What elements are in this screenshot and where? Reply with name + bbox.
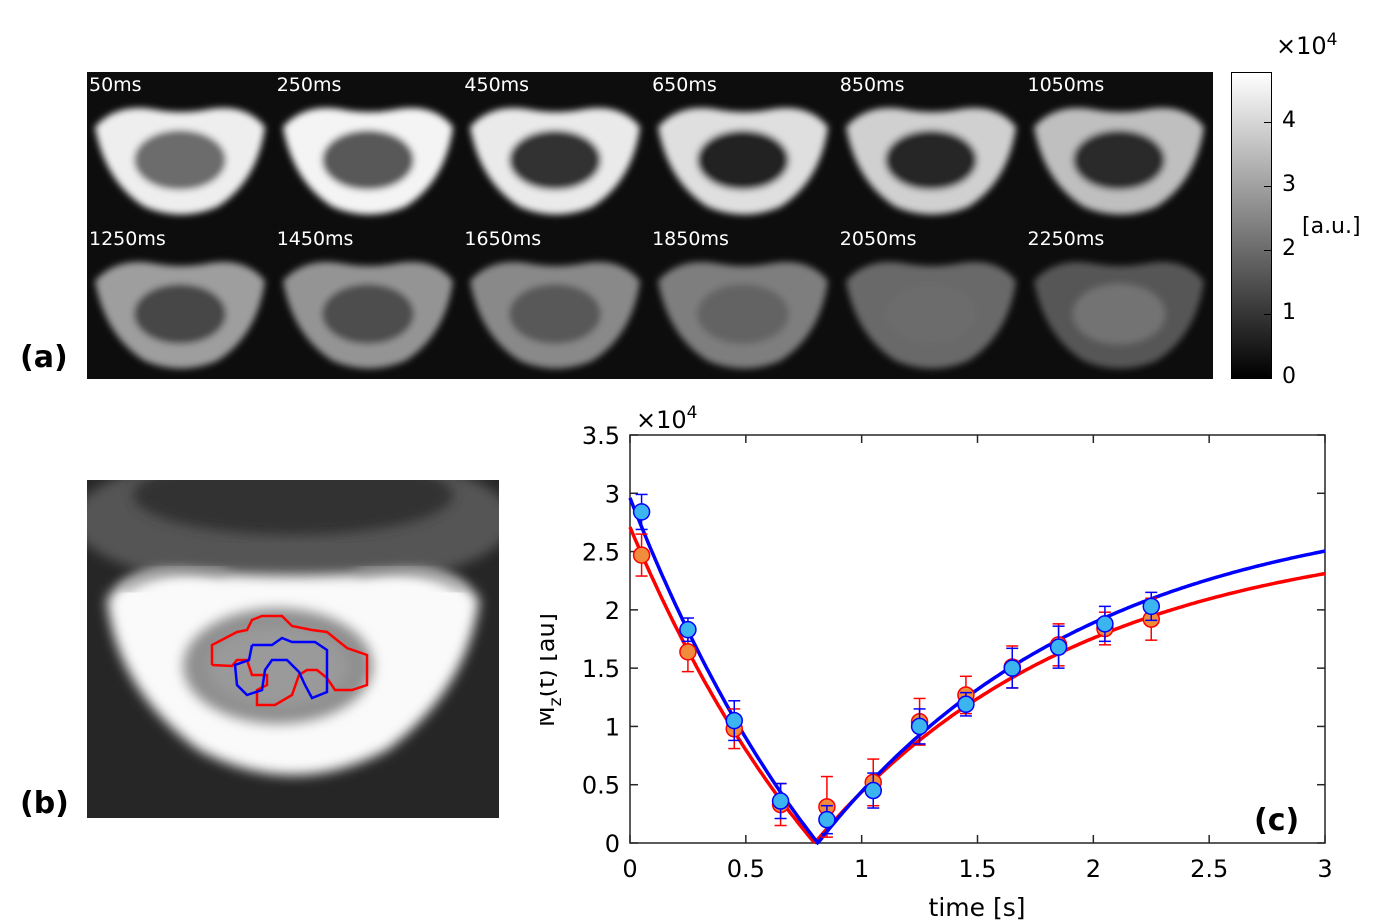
colorbar-tick — [1264, 314, 1272, 316]
data-point — [679, 620, 697, 639]
frame-time-label: 250ms — [276, 74, 342, 96]
relaxation-curve-chart: 0 0.5 1 1.5 2 2.5 3 0 0.5 1 1.5 2 2.5 3 3.5 (c) time [… — [540, 403, 1333, 922]
image-frame: 1250ms — [87, 225, 274, 379]
frame-time-label: 1650ms — [464, 227, 542, 250]
panel-label-b: (b) — [20, 786, 69, 821]
y-tick-label: 3.5 — [582, 422, 620, 450]
y-axis-label: Mz(t) [au] — [540, 613, 566, 727]
data-point — [1142, 597, 1160, 616]
plot-frame — [629, 434, 1326, 844]
colorbar-tick-label: 1 — [1282, 300, 1296, 326]
image-frame: 2250ms — [1025, 225, 1213, 379]
y-tick-label: 1 — [605, 713, 620, 741]
panel-label-a: (a) — [20, 340, 68, 375]
image-frame: 1650ms — [462, 225, 650, 379]
data-point — [725, 711, 743, 730]
frame-time-label: 2050ms — [839, 227, 917, 250]
frame-time-label: 450ms — [464, 74, 530, 96]
y-tick-label: 0.5 — [582, 772, 620, 800]
inversion-recovery-image-strip: 50ms 250ms 450ms 650ms 850ms 1050ms 1250ms 1450… — [87, 72, 1213, 379]
frame-time-label: 1850ms — [652, 227, 729, 250]
data-point — [632, 546, 651, 564]
data-point — [818, 810, 836, 829]
y-tick-label: 2.5 — [582, 539, 620, 567]
colorbar-tick — [1264, 250, 1272, 252]
x-tick-label: 1.5 — [958, 855, 996, 883]
frame-time-label: 1450ms — [276, 227, 354, 250]
colorbar-tick-label: 4 — [1282, 108, 1296, 134]
x-tick-label: 0.5 — [727, 855, 765, 883]
x-tick-label: 2 — [1086, 855, 1101, 883]
data-point — [957, 695, 975, 714]
y-exponent: ×104 — [636, 403, 697, 434]
image-frame: 1850ms — [650, 225, 838, 379]
chart-text: (c) time [s] ×104 Mz(t) [au] — [540, 403, 1299, 922]
data-point — [771, 792, 790, 810]
frame-time-label: 850ms — [839, 74, 905, 96]
image-frame: 1050ms — [1025, 72, 1213, 225]
data-point — [1003, 659, 1021, 677]
panel-label-c: (c) — [1254, 803, 1299, 838]
colorbar-tick — [1264, 378, 1272, 379]
colorbar-tick-label: 2 — [1282, 236, 1296, 262]
chart-fit-curves — [628, 497, 1326, 846]
image-frame: 250ms — [274, 72, 462, 225]
colorbar-tick — [1264, 122, 1272, 124]
colorbar-tick-label: 0 — [1282, 364, 1296, 389]
image-frame: 450ms — [462, 72, 650, 225]
image-frame: 2050ms — [837, 225, 1025, 379]
frame-time-label: 2250ms — [1027, 227, 1105, 250]
data-point — [1096, 615, 1114, 633]
data-point — [910, 717, 929, 736]
image-frame: 1450ms — [274, 225, 462, 379]
frame-time-label: 50ms — [89, 74, 142, 96]
data-point — [1049, 638, 1068, 656]
roi-image-graphic — [87, 480, 499, 818]
colorbar-tick — [1264, 186, 1272, 188]
colorbar — [1231, 72, 1272, 379]
colorbar-tick-label: 3 — [1282, 172, 1296, 198]
fit-curve — [628, 526, 1326, 845]
colorbar-exponent: ×104 — [1276, 30, 1338, 60]
chart-axes: 0 0.5 1 1.5 2 2.5 3 0 0.5 1 1.5 2 2.5 3 3.5 — [582, 422, 1333, 883]
y-tick-label: 0 — [605, 830, 620, 858]
x-tick-label: 1 — [854, 855, 869, 883]
image-frame: 850ms — [837, 72, 1025, 225]
y-tick-label: 1.5 — [582, 655, 620, 683]
x-tick-label: 2.5 — [1190, 855, 1228, 883]
frame-time-label: 1250ms — [89, 227, 166, 250]
roi-image — [87, 480, 499, 818]
fit-curve — [628, 497, 1326, 846]
frame-time-label: 1050ms — [1027, 74, 1105, 96]
frame-time-label: 650ms — [652, 74, 717, 96]
data-point — [864, 781, 882, 800]
data-point — [679, 643, 697, 661]
data-point — [632, 503, 651, 521]
x-axis-label: time [s] — [929, 893, 1026, 922]
image-frame: 50ms — [87, 72, 274, 225]
colorbar-unit: [a.u.] — [1302, 214, 1361, 239]
y-tick-label: 3 — [605, 480, 620, 508]
image-frame: 650ms — [650, 72, 838, 225]
x-tick-label: 0 — [622, 855, 637, 883]
y-tick-label: 2 — [605, 597, 620, 625]
x-tick-label: 3 — [1317, 855, 1332, 883]
blue-roi-contour — [233, 636, 329, 700]
chart-data-points — [632, 493, 1160, 838]
